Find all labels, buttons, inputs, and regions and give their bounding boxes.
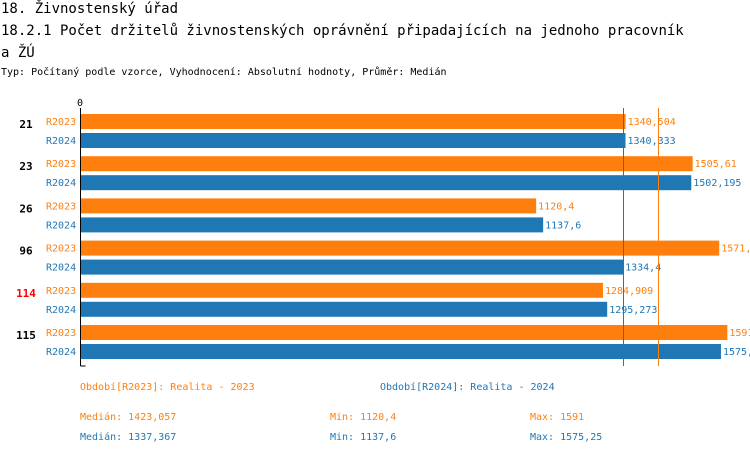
legend-r2024: Období[R2024]: Realita - 2024 bbox=[380, 382, 555, 393]
median-r2023: Medián: 1423,057 bbox=[80, 412, 177, 423]
min-r2023: Min: 1120,4 bbox=[330, 412, 397, 423]
bar-r2024 bbox=[81, 344, 721, 359]
series-label: R2023 bbox=[46, 201, 76, 212]
bar-r2024 bbox=[81, 259, 624, 275]
series-label: R2023 bbox=[46, 328, 76, 339]
value-label: 1334,4 bbox=[625, 263, 661, 274]
value-label: 1571,048 bbox=[721, 244, 750, 255]
bar-r2024 bbox=[81, 175, 692, 191]
category-label: 96 bbox=[19, 245, 33, 258]
series-label: R2024 bbox=[46, 263, 76, 274]
axis-zero-label: 0 bbox=[77, 98, 83, 109]
median-r2024: Medián: 1337,367 bbox=[80, 432, 177, 443]
value-label: 1284,909 bbox=[605, 286, 653, 297]
category-label: 115 bbox=[16, 329, 36, 342]
value-label: 1502,195 bbox=[693, 178, 741, 189]
value-label: 1591 bbox=[729, 328, 750, 339]
category-label: 114 bbox=[16, 287, 36, 300]
bar-r2023 bbox=[81, 114, 626, 129]
series-label: R2023 bbox=[46, 244, 76, 255]
bar-r2023 bbox=[81, 325, 728, 340]
value-label: 1295,273 bbox=[609, 305, 657, 316]
chart-subtitle: Typ: Počítaný podle vzorce, Vyhodnocení:… bbox=[1, 67, 447, 78]
bar-r2023 bbox=[81, 156, 693, 172]
series-label: R2024 bbox=[46, 305, 76, 316]
legend-r2023: Období[R2023]: Realita - 2023 bbox=[80, 382, 255, 393]
section-title: 18. Živnostenský úřad bbox=[1, 1, 179, 17]
series-label: R2024 bbox=[46, 347, 76, 358]
max-r2023: Max: 1591 bbox=[530, 412, 585, 423]
bar-r2023 bbox=[81, 240, 720, 256]
min-r2024: Min: 1137,6 bbox=[330, 432, 397, 443]
category-label: 26 bbox=[19, 202, 33, 215]
value-label: 1120,4 bbox=[538, 201, 574, 212]
value-label: 1340,333 bbox=[628, 136, 676, 147]
max-r2024: Max: 1575,25 bbox=[530, 432, 603, 443]
series-label: R2024 bbox=[46, 136, 76, 147]
bar-r2023 bbox=[81, 198, 537, 214]
value-label: 1505,61 bbox=[695, 159, 737, 170]
series-label: R2023 bbox=[46, 159, 76, 170]
chart-title-continued: a ŽÚ bbox=[1, 45, 35, 61]
bar-r2024 bbox=[81, 133, 626, 148]
series-label: R2023 bbox=[46, 286, 76, 297]
value-label: 1340,504 bbox=[628, 117, 676, 128]
category-label: 23 bbox=[19, 160, 32, 173]
series-label: R2023 bbox=[46, 117, 76, 128]
value-label: 1137,6 bbox=[545, 220, 581, 231]
series-label: R2024 bbox=[46, 178, 76, 189]
bar-r2024 bbox=[81, 301, 608, 317]
bar-r2023 bbox=[81, 282, 603, 298]
bar-r2024 bbox=[81, 217, 544, 233]
chart-title: 18.2.1 Počet držitelů živnostenských opr… bbox=[1, 23, 684, 39]
series-label: R2024 bbox=[46, 220, 76, 231]
value-label: 1575,25 bbox=[723, 347, 750, 358]
category-label: 21 bbox=[19, 118, 33, 131]
